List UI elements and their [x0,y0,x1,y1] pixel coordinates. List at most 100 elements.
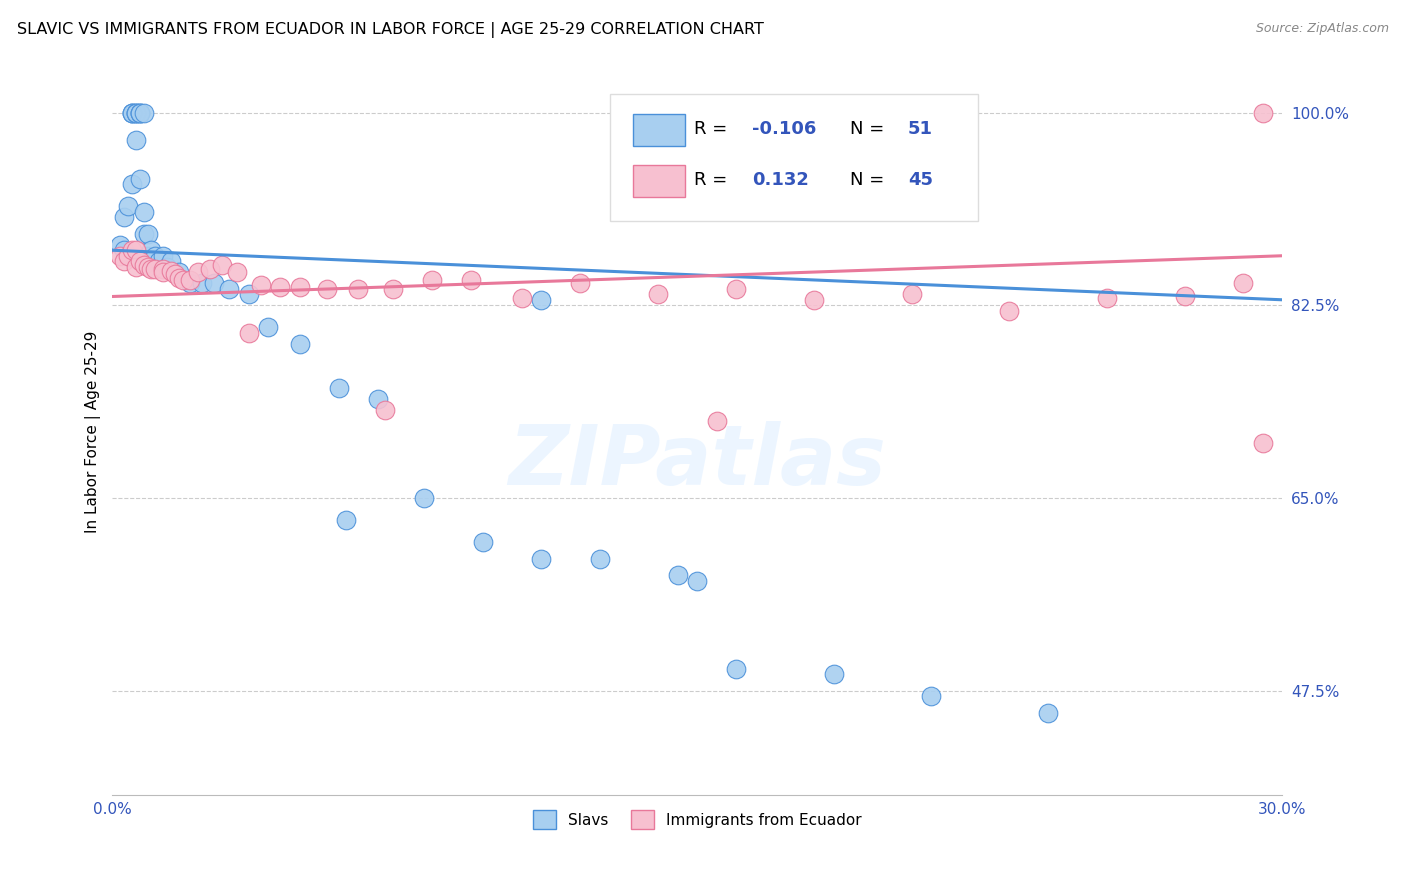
Point [803,293,825,307]
Text: 51: 51 [908,120,934,138]
Point [706,414,728,428]
Point [316,282,339,296]
Point [125,260,148,274]
Point [125,105,148,120]
Point [128,105,150,120]
Text: Source: ZipAtlas.com: Source: ZipAtlas.com [1256,22,1389,36]
Point [121,105,143,120]
Point [269,279,291,293]
Point [257,320,280,334]
Point [143,249,166,263]
Point [117,199,139,213]
Point [112,254,135,268]
Legend: Slavs, Immigrants from Ecuador: Slavs, Immigrants from Ecuador [527,805,868,835]
Point [141,262,163,277]
Point [125,105,148,120]
Point [167,270,190,285]
Point [420,273,443,287]
Point [136,227,159,241]
Point [218,282,240,296]
Point [121,244,143,258]
Text: N =: N = [849,120,884,138]
Point [226,265,249,279]
Point [367,392,389,406]
Point [117,249,139,263]
Point [530,293,553,307]
Point [156,260,179,274]
Point [901,287,924,301]
Point [128,105,150,120]
Point [132,227,155,241]
Text: 45: 45 [908,170,934,189]
Point [347,282,370,296]
Point [132,204,155,219]
Point [471,535,494,549]
Point [725,282,748,296]
Point [413,491,436,505]
FancyBboxPatch shape [633,165,685,197]
Point [191,277,214,291]
Point [725,662,748,676]
Point [249,278,271,293]
Point [163,268,186,282]
Point [198,262,221,277]
Text: N =: N = [849,170,884,189]
Point [160,264,183,278]
FancyBboxPatch shape [633,114,685,146]
Point [136,260,159,274]
Point [117,249,139,263]
Text: ZIPatlas: ZIPatlas [509,420,886,501]
Point [569,277,592,291]
Point [152,265,174,279]
Text: -0.106: -0.106 [752,120,817,138]
Text: 0.132: 0.132 [752,170,810,189]
Text: R =: R = [695,170,727,189]
Point [179,277,201,291]
Point [1038,706,1060,720]
Point [288,279,311,293]
Point [647,287,669,301]
Point [160,254,183,268]
Point [686,574,709,588]
Point [112,244,135,258]
Text: SLAVIC VS IMMIGRANTS FROM ECUADOR IN LABOR FORCE | AGE 25-29 CORRELATION CHART: SLAVIC VS IMMIGRANTS FROM ECUADOR IN LAB… [17,22,763,38]
Point [121,105,143,120]
Point [125,244,148,258]
Point [823,667,845,681]
Point [167,265,190,279]
Point [1251,105,1274,120]
Point [108,249,131,263]
Point [128,254,150,268]
Point [238,287,260,301]
Point [179,273,201,287]
Point [998,303,1021,318]
Point [148,254,170,268]
Point [211,258,233,272]
Point [141,244,163,258]
Point [374,403,396,417]
Point [141,254,163,268]
Point [328,381,350,395]
Point [121,177,143,191]
Point [920,690,942,704]
Point [136,249,159,263]
Point [152,262,174,277]
Point [121,105,143,120]
Point [187,265,209,279]
Point [172,273,194,287]
Point [510,291,533,305]
Point [1095,291,1118,305]
Point [1251,436,1274,450]
Point [125,105,148,120]
Point [1232,277,1254,291]
Point [202,277,225,291]
Point [530,551,553,566]
Point [152,249,174,263]
Point [132,258,155,272]
Point [112,210,135,224]
Point [382,282,405,296]
Text: R =: R = [695,120,727,138]
Point [108,237,131,252]
Point [125,133,148,147]
Y-axis label: In Labor Force | Age 25-29: In Labor Force | Age 25-29 [86,331,101,533]
